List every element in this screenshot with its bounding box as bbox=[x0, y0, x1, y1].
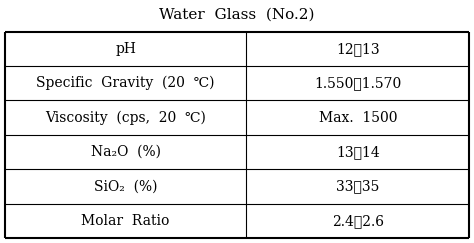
Text: SiO₂  (%): SiO₂ (%) bbox=[94, 180, 157, 193]
Text: Molar  Ratio: Molar Ratio bbox=[82, 214, 170, 228]
Text: 12～13: 12～13 bbox=[336, 42, 380, 56]
Text: Na₂O  (%): Na₂O (%) bbox=[91, 145, 161, 159]
Text: Specific  Gravity  (20  ℃): Specific Gravity (20 ℃) bbox=[36, 76, 215, 90]
Text: 2.4～2.6: 2.4～2.6 bbox=[332, 214, 384, 228]
Text: 1.550～1.570: 1.550～1.570 bbox=[314, 76, 401, 90]
Text: 33～35: 33～35 bbox=[336, 180, 380, 193]
Text: pH: pH bbox=[115, 42, 136, 56]
Text: Viscosity  (cps,  20  ℃): Viscosity (cps, 20 ℃) bbox=[45, 111, 206, 125]
Text: Water  Glass  (No.2): Water Glass (No.2) bbox=[159, 8, 315, 22]
Text: 13～14: 13～14 bbox=[336, 145, 380, 159]
Text: Max.  1500: Max. 1500 bbox=[319, 111, 397, 125]
